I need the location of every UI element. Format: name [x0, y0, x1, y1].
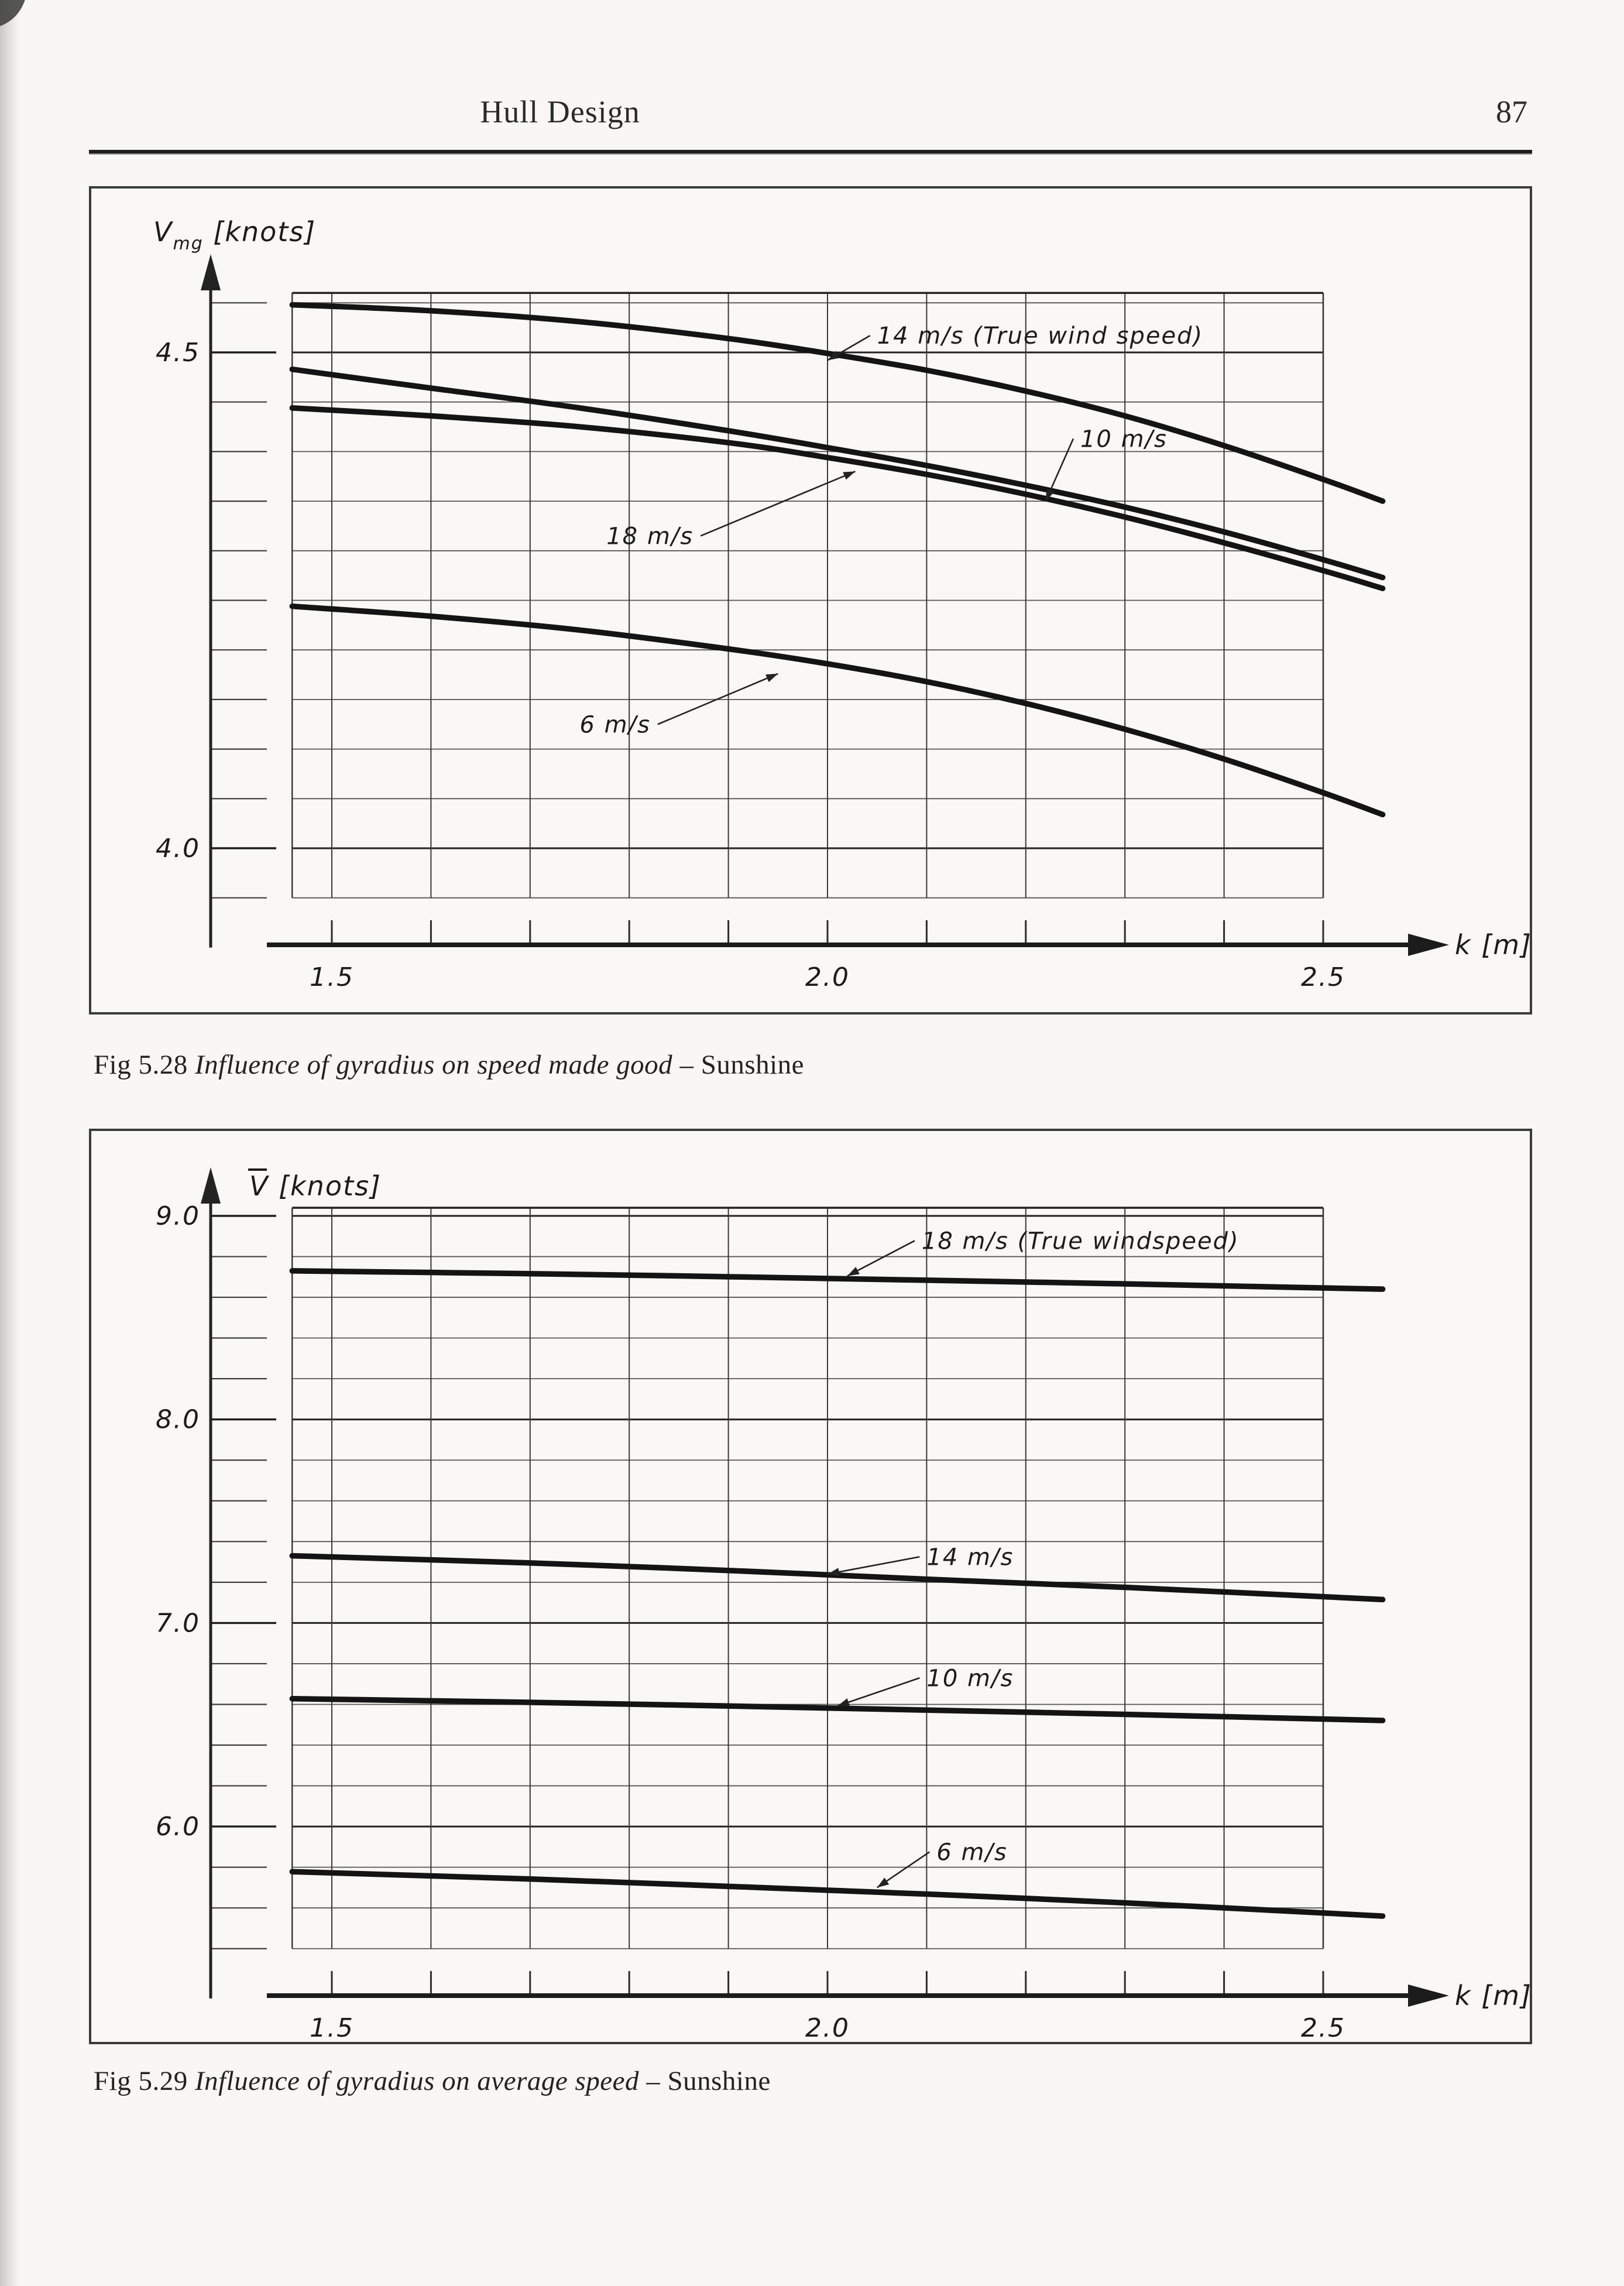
series-annotations: 18 m/s (True windspeed) 14 m/s 10 m/s 6 m/s: [827, 1228, 1240, 1889]
y-gridlines: [212, 1215, 1323, 1949]
series-label: 10 m/s: [1080, 426, 1168, 453]
leader-arrowhead-icon: [1045, 488, 1055, 502]
series-label: 14 m/s (True wind speed): [877, 323, 1203, 349]
figure-5-28-caption: Fig 5.28 Influence of gyradius on speed …: [94, 1049, 1498, 1081]
chart-average-speed: 6.0 7.0 8.0 9.0 V [knots] 1.5 2.0 2.5 k [m] 18 m/…: [156, 1167, 1530, 2042]
curve-18ms: [289, 405, 1386, 591]
x-axis-title: k [m]: [1455, 1980, 1530, 2011]
x-tick-label: 1.5: [310, 2013, 354, 2042]
caption-fig-number: Fig 5.29: [94, 2066, 188, 2096]
series-annotations: 14 m/s (True wind speed) 10 m/s 18 m/s 6 m/…: [580, 323, 1203, 738]
leader-line: [827, 1556, 920, 1575]
leader-arrowhead-icon: [837, 1698, 850, 1706]
x-tick-label: 2.0: [805, 962, 850, 992]
y-tick-label: 6.0: [156, 1812, 200, 1842]
caption-fig-number: Fig 5.28: [94, 1050, 188, 1080]
series-label: 14 m/s: [926, 1544, 1014, 1571]
x-axis-title: k [m]: [1455, 929, 1530, 961]
leader-arrowhead-icon: [765, 673, 778, 683]
leader-line: [700, 471, 856, 537]
leader-arrowhead-icon: [877, 1877, 890, 1888]
y-axis: 6.0 7.0 8.0 9.0: [156, 1167, 221, 1999]
chart-speed-made-good: 4.0 4.5 Vmg [knots] 1.5 2.0 2.5 k [m] 14 m/s (T…: [153, 216, 1530, 992]
y-axis-arrow-icon: [201, 1167, 221, 1204]
x-tick-label: 1.5: [310, 962, 354, 992]
page-number: 87: [1496, 94, 1527, 129]
x-tick-label: 2.5: [1301, 962, 1345, 992]
x-axis-arrow-icon: [1408, 1985, 1449, 2007]
leader-arrowhead-icon: [843, 471, 856, 480]
leader-arrowhead-icon: [828, 1568, 840, 1576]
leader-line: [847, 1240, 915, 1277]
header-rule: [89, 150, 1532, 153]
series-label: 10 m/s: [926, 1665, 1014, 1692]
curve-14ms: [289, 1552, 1386, 1603]
series-label: 18 m/s (True windspeed): [922, 1228, 1240, 1255]
x-axis-arrow-icon: [1408, 934, 1449, 956]
series-label: 6 m/s: [580, 711, 651, 738]
curve-10ms: [289, 366, 1386, 581]
y-axis-arrow-icon: [201, 254, 221, 290]
figure-5-29-box: 6.0 7.0 8.0 9.0 V [knots] 1.5 2.0 2.5 k [m] 18 m/…: [89, 1129, 1532, 2044]
x-gridlines: [331, 1208, 1324, 1949]
y-tick-label: 4.0: [156, 834, 200, 863]
y-axis: 4.0 4.5: [156, 254, 221, 948]
x-tick-label: 2.0: [805, 2013, 850, 2042]
leader-line: [837, 1677, 920, 1707]
y-tick-label: 8.0: [156, 1405, 200, 1435]
caption-text: Influence of gyradius on average speed: [194, 2066, 639, 2096]
page-header-title: Hull Design: [480, 94, 640, 129]
y-tick-label: 4.5: [156, 338, 200, 368]
scan-left-edge-shadow: [0, 0, 20, 2286]
y-axis-title: Vmg [knots]: [153, 216, 316, 254]
y-gridlines: [212, 302, 1323, 899]
caption-boat-name: – Sunshine: [646, 2066, 771, 2096]
curve-6ms: [289, 603, 1386, 818]
x-axis: 1.5 2.0 2.5 k [m]: [267, 1971, 1530, 2042]
curve-18ms: [289, 1268, 1386, 1292]
caption-boat-name: – Sunshine: [679, 1050, 805, 1080]
data-series: [289, 301, 1386, 818]
caption-text: Influence of gyradius on speed made good: [194, 1050, 673, 1080]
y-axis-title: V [knots]: [249, 1170, 382, 1202]
y-tick-label: 9.0: [156, 1201, 200, 1231]
leader-arrowhead-icon: [847, 1267, 860, 1276]
series-label: 6 m/s: [936, 1839, 1007, 1866]
data-series: [289, 1268, 1386, 1919]
leader-arrowhead-icon: [828, 351, 840, 361]
figure-5-28-box: 4.0 4.5 Vmg [knots] 1.5 2.0 2.5 k [m] 14 m/s (T…: [89, 186, 1532, 1015]
curve-10ms: [289, 1695, 1386, 1723]
x-gridlines: [331, 293, 1324, 898]
y-tick-label: 7.0: [156, 1608, 200, 1638]
leader-line: [657, 673, 778, 725]
figure-5-29-caption: Fig 5.29 Influence of gyradius on averag…: [94, 2065, 1498, 2097]
x-tick-label: 2.5: [1301, 2013, 1345, 2042]
x-axis: 1.5 2.0 2.5 k [m]: [267, 920, 1530, 992]
curve-14ms: [289, 301, 1386, 504]
series-label: 18 m/s: [606, 523, 693, 550]
curve-6ms: [289, 1869, 1386, 1919]
